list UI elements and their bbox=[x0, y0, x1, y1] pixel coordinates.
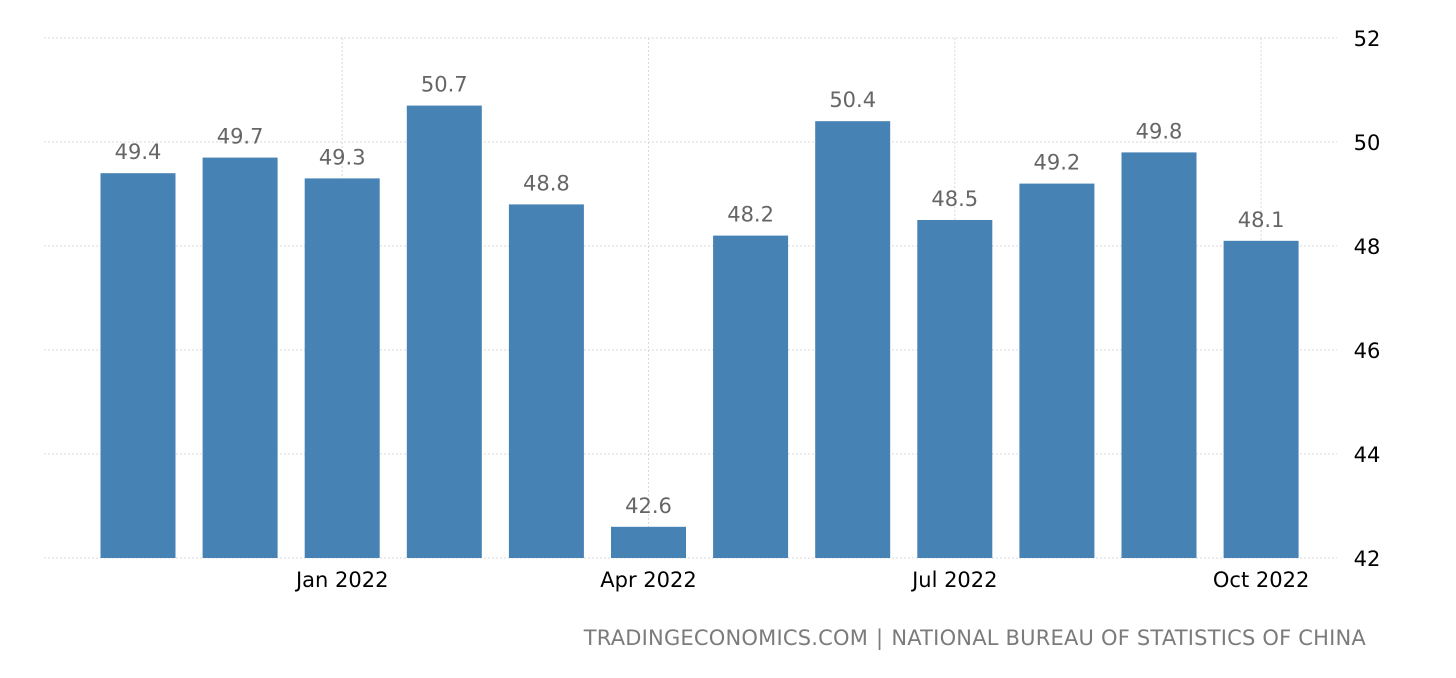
data-label: 49.3 bbox=[319, 145, 366, 169]
bar[interactable] bbox=[304, 178, 380, 558]
y-axis-labels: 42 44 46 48 50 52 bbox=[1354, 27, 1381, 571]
y-tick-label: 42 bbox=[1354, 547, 1381, 571]
data-label: 48.5 bbox=[931, 187, 978, 211]
bar[interactable] bbox=[508, 204, 584, 558]
bars bbox=[100, 105, 1299, 559]
data-label: 49.7 bbox=[217, 125, 264, 149]
bar[interactable] bbox=[917, 220, 993, 558]
y-tick-label: 48 bbox=[1354, 235, 1381, 259]
data-labels: 49.4 49.7 49.3 50.7 48.8 42.6 48.2 50.4 48.5 49.2… bbox=[115, 73, 1285, 518]
bar[interactable] bbox=[713, 235, 789, 558]
x-tick-label: Jan 2022 bbox=[294, 568, 389, 592]
data-label: 49.8 bbox=[1136, 119, 1183, 143]
source-site[interactable]: TRADINGECONOMICS.COM bbox=[583, 626, 869, 650]
source-provider[interactable]: NATIONAL BUREAU OF STATISTICS OF CHINA bbox=[891, 626, 1366, 650]
bar[interactable] bbox=[100, 173, 176, 558]
x-axis-labels: Jan 2022 Apr 2022 Jul 2022 Oct 2022 bbox=[294, 568, 1309, 592]
data-label: 50.4 bbox=[829, 88, 876, 112]
y-tick-label: 52 bbox=[1354, 27, 1381, 51]
bar[interactable] bbox=[406, 105, 482, 558]
bar[interactable] bbox=[611, 526, 686, 558]
bar[interactable] bbox=[815, 121, 891, 558]
y-tick-label: 46 bbox=[1354, 339, 1381, 363]
data-label: 48.1 bbox=[1238, 208, 1285, 232]
bar[interactable] bbox=[1121, 152, 1197, 558]
bar[interactable] bbox=[1223, 240, 1299, 559]
data-label: 50.7 bbox=[421, 73, 468, 97]
y-tick-label: 44 bbox=[1354, 443, 1381, 467]
data-label: 42.6 bbox=[625, 494, 672, 518]
source-note: TRADINGECONOMICS.COM | NATIONAL BUREAU OF … bbox=[584, 626, 1366, 650]
x-tick-label: Oct 2022 bbox=[1213, 568, 1309, 592]
x-tick-label: Apr 2022 bbox=[600, 568, 696, 592]
data-label: 48.8 bbox=[523, 171, 570, 195]
data-label: 48.2 bbox=[727, 203, 774, 227]
x-tick-label: Jul 2022 bbox=[910, 568, 997, 592]
data-label: 49.4 bbox=[115, 140, 162, 164]
data-label: 49.2 bbox=[1034, 151, 1081, 175]
bar-chart: 49.4 49.7 49.3 50.7 48.8 42.6 48.2 50.4 48.5 49.2… bbox=[44, 27, 1381, 592]
bar[interactable] bbox=[202, 157, 278, 558]
bar[interactable] bbox=[1019, 183, 1095, 558]
y-tick-label: 50 bbox=[1354, 131, 1381, 155]
source-separator: | bbox=[876, 626, 884, 650]
